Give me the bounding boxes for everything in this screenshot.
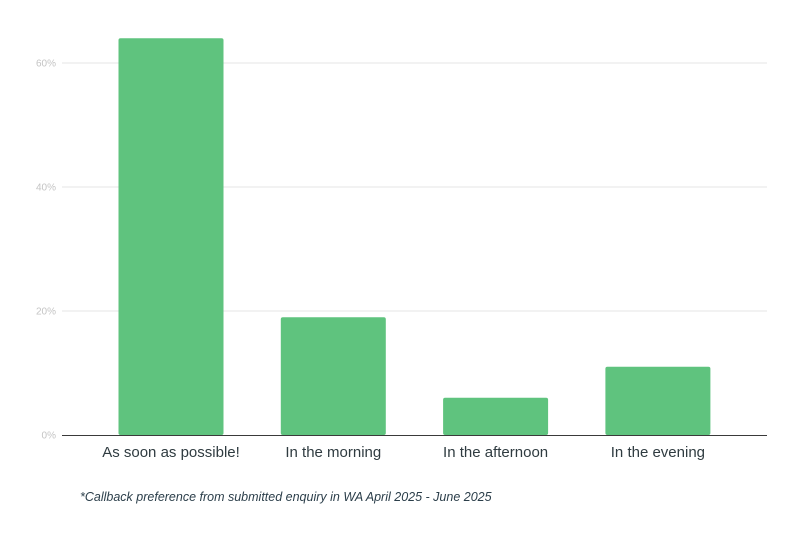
y-tick-label: 0% [42,431,57,442]
x-category-label: In the morning [285,444,381,461]
bar [443,397,549,435]
y-axis-ticks: 0% 20% 40% 60% [36,59,56,442]
x-axis-labels: As soon as possible! In the morning In the… [102,444,705,461]
bars [118,38,711,435]
footnote: *Callback preference from submitted enqu… [80,490,492,504]
y-tick-label: 60% [36,59,56,70]
y-tick-label: 40% [36,183,56,194]
x-category-label: As soon as possible! [102,444,240,461]
bar [605,366,711,435]
y-tick-label: 20% [36,307,56,318]
bar [280,317,386,435]
x-category-label: In the afternoon [443,444,548,461]
bar [118,38,224,435]
x-category-label: In the evening [611,444,705,461]
